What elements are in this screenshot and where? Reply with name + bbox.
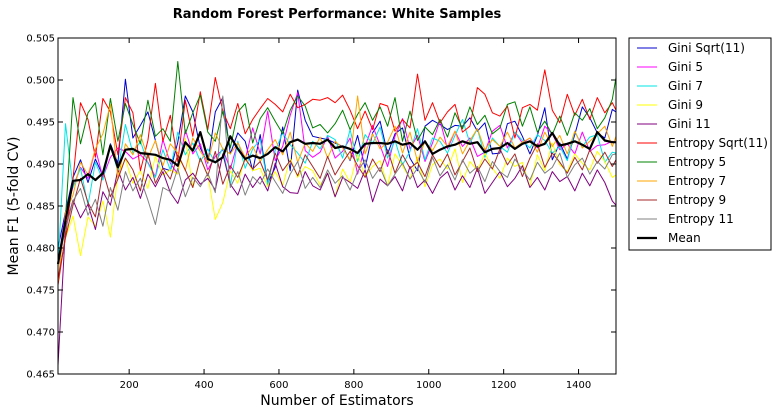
- y-tick-label: 0.465: [26, 370, 55, 381]
- legend-label: Gini 5: [668, 60, 703, 74]
- legend-label: Gini 11: [668, 117, 711, 131]
- x-tick-label: 200: [120, 380, 139, 391]
- legend-label: Gini 9: [668, 98, 703, 112]
- chart-title: Random Forest Performance: White Samples: [173, 7, 502, 22]
- y-tick-label: 0.505: [26, 34, 55, 45]
- legend-box: [628, 37, 772, 251]
- legend-label: Gini 7: [668, 79, 703, 93]
- x-tick-label: 1200: [491, 380, 516, 391]
- series-line-8: [57, 143, 617, 280]
- series-line-7: [57, 95, 617, 283]
- y-axis-label: Mean F1 (5-fold CV): [6, 137, 22, 276]
- legend-label: Gini Sqrt(11): [668, 41, 745, 55]
- x-tick-label: 400: [195, 380, 214, 391]
- y-tick-label: 0.475: [26, 286, 55, 297]
- x-tick-label: 600: [269, 380, 288, 391]
- y-tick-label: 0.480: [26, 244, 55, 255]
- y-tick-label: 0.500: [26, 76, 55, 87]
- series-line-5: [57, 69, 617, 286]
- x-axis: 200 400 600 800 1000 1200 1400: [120, 38, 591, 391]
- x-axis-label: Number of Estimators: [260, 393, 413, 409]
- x-tick-label: 1000: [416, 380, 441, 391]
- x-tick-label: 1400: [566, 380, 591, 391]
- plot-area: [56, 61, 617, 366]
- y-tick-label: 0.495: [26, 118, 55, 129]
- y-tick-label: 0.485: [26, 202, 55, 213]
- legend: Gini Sqrt(11) Gini 5 Gini 7 Gini 9 Gini 11 En…: [637, 41, 768, 245]
- series-line-6: [57, 61, 617, 264]
- series-line-10: [56, 131, 616, 265]
- legend-label: Entropy 11: [668, 212, 734, 226]
- y-tick-label: 0.490: [26, 160, 55, 171]
- series-line-4: [57, 153, 617, 366]
- y-axis: 0.465 0.470 0.475 0.480 0.485 0.490 0.495 0.500…: [26, 34, 616, 381]
- plot-frame: [57, 37, 617, 375]
- legend-label: Mean: [668, 231, 701, 245]
- series-line-9: [57, 95, 617, 265]
- legend-label: Entropy 9: [668, 193, 726, 207]
- legend-label: Entropy 7: [668, 174, 726, 188]
- series-line-3: [57, 137, 617, 280]
- legend-label: Entropy Sqrt(11): [668, 136, 768, 150]
- x-tick-label: 800: [344, 380, 363, 391]
- y-tick-label: 0.470: [26, 328, 55, 339]
- legend-label: Entropy 5: [668, 155, 726, 169]
